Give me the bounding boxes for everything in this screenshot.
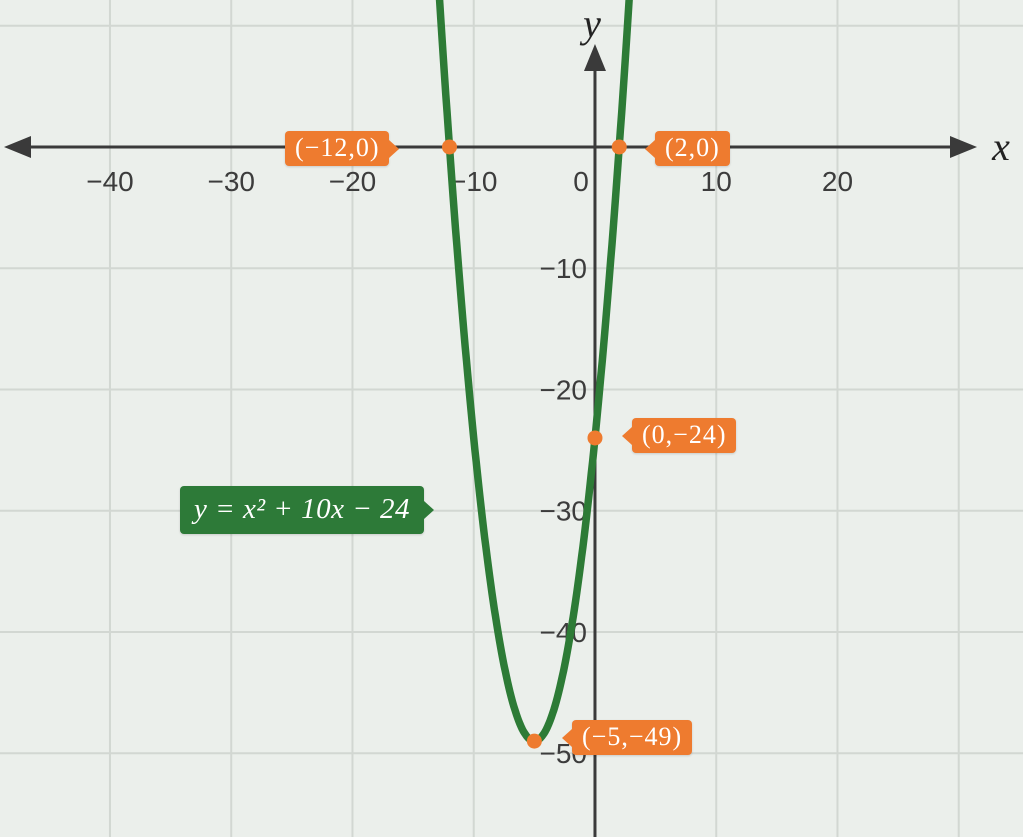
x-axis-arrow-right-icon bbox=[950, 135, 977, 158]
callout-pointer-icon bbox=[424, 501, 435, 519]
callout-pointer-icon bbox=[389, 139, 400, 158]
label-text: (2,0) bbox=[665, 133, 720, 162]
y-axis-arrow-up-icon bbox=[583, 44, 606, 71]
x-tick-label: −20 bbox=[329, 166, 377, 197]
point-vertex[interactable] bbox=[526, 733, 542, 749]
parabola-curve[interactable] bbox=[430, 0, 638, 745]
label-vertex[interactable]: (−5,−49) bbox=[562, 720, 693, 755]
x-tick-label: −40 bbox=[86, 166, 134, 197]
x-tick-label: −30 bbox=[207, 166, 255, 197]
x-tick-label: 0 bbox=[573, 166, 589, 197]
label-y-intercept[interactable]: (0,−24) bbox=[622, 418, 737, 453]
x-tick-label: 10 bbox=[701, 166, 732, 197]
callout-pointer-icon bbox=[562, 728, 572, 747]
y-axis-label: y bbox=[579, 1, 601, 46]
point-y-intercept[interactable] bbox=[587, 430, 603, 446]
point-x-intercept-left[interactable] bbox=[441, 139, 457, 155]
x-axis-label: x bbox=[991, 124, 1010, 169]
y-tick-label: −40 bbox=[539, 617, 587, 648]
label-text: (−5,−49) bbox=[582, 722, 683, 751]
label-equation[interactable]: y = x² + 10x − 24 bbox=[180, 486, 435, 534]
x-axis-arrow-left-icon bbox=[4, 135, 31, 158]
x-tick-label: 20 bbox=[822, 166, 853, 197]
label-text: (−12,0) bbox=[295, 133, 380, 162]
label-x-intercept-right[interactable]: (2,0) bbox=[645, 131, 730, 166]
y-tick-label: −10 bbox=[539, 253, 587, 284]
point-x-intercept-right[interactable] bbox=[611, 139, 627, 155]
y-tick-label: −30 bbox=[539, 496, 587, 527]
x-tick-label: −10 bbox=[450, 166, 498, 197]
label-text: (0,−24) bbox=[642, 420, 727, 449]
callout-pointer-icon bbox=[622, 426, 632, 445]
equation-text: y = x² + 10x − 24 bbox=[194, 493, 411, 525]
y-tick-label: −20 bbox=[539, 374, 587, 405]
label-x-intercept-left[interactable]: (−12,0) bbox=[285, 131, 400, 166]
callout-pointer-icon bbox=[645, 139, 655, 158]
